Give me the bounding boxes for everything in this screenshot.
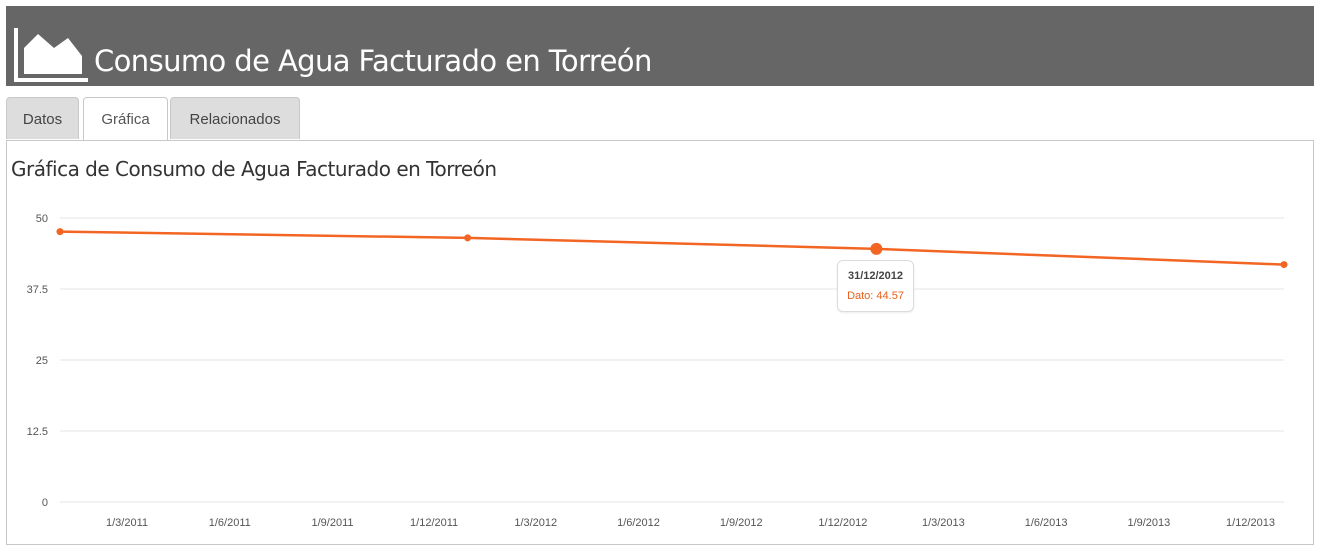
tooltip-value: Dato: 44.57 [847,290,904,302]
x-tick-label: 1/6/2013 [1025,517,1068,529]
data-tooltip: 31/12/2012 Dato: 44.57 [837,260,914,312]
series-line [59,230,1285,266]
x-tick-label: 1/6/2011 [209,517,251,529]
chart-panel [6,140,1314,545]
x-axis-ticks: 1/3/2011 1/6/2011 1/9/2011 1/12/2011 1/3/201… [106,517,1275,529]
x-tick-label: 1/12/2012 [818,517,867,529]
x-tick-label: 1/12/2013 [1226,517,1275,529]
x-tick-label: 1/9/2011 [311,517,353,529]
data-point-highlighted[interactable] [870,242,883,255]
x-tick-label: 1/3/2012 [514,517,557,529]
data-point[interactable] [1280,261,1288,269]
y-tick-label: 37.5 [27,284,48,296]
x-tick-label: 1/9/2012 [720,517,763,529]
x-tick-label: 1/6/2012 [617,517,660,529]
page-title: Consumo de Agua Facturado en Torreón [94,44,652,78]
data-point[interactable] [56,228,64,236]
tab-grafica[interactable]: Gráfica [83,97,168,142]
y-axis-ticks: 0 12.5 25 37.5 50 [27,213,48,509]
tab-datos[interactable]: Datos [6,97,79,139]
y-tick-label: 0 [42,497,48,509]
y-tick-label: 50 [36,213,48,225]
y-tick-label: 25 [36,355,48,367]
x-tick-label: 1/12/2011 [410,517,458,529]
y-tick-label: 12.5 [27,426,48,438]
x-tick-label: 1/3/2013 [922,517,965,529]
series-group [56,228,1288,269]
tooltip-date: 31/12/2012 [847,270,904,282]
x-tick-label: 1/9/2013 [1127,517,1170,529]
chart-title: Gráfica de Consumo de Agua Facturado en … [11,157,497,181]
tab-relacionados[interactable]: Relacionados [170,97,300,139]
grid-lines [60,217,1284,503]
area-chart-icon [14,28,88,82]
page-header: Consumo de Agua Facturado en Torreón [6,6,1314,86]
x-tick-label: 1/3/2011 [106,517,148,529]
data-point[interactable] [464,234,472,242]
